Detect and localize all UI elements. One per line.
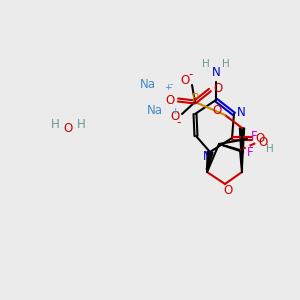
Text: H: H (202, 59, 210, 69)
Text: O: O (213, 82, 223, 94)
Text: F: F (247, 146, 253, 158)
Text: N: N (202, 149, 211, 163)
Text: O: O (224, 184, 232, 196)
Text: O: O (63, 122, 73, 134)
Text: P: P (191, 92, 199, 106)
Polygon shape (239, 128, 244, 172)
Text: O: O (258, 136, 268, 148)
Text: O: O (170, 110, 180, 124)
Text: Na: Na (147, 103, 163, 116)
Text: O: O (165, 94, 175, 106)
Text: F: F (251, 130, 257, 143)
Text: -: - (169, 80, 172, 89)
Text: O: O (180, 74, 190, 86)
Text: Na: Na (140, 79, 156, 92)
Text: O: O (212, 103, 222, 116)
Text: -: - (177, 116, 181, 130)
Text: +: + (171, 107, 179, 116)
Text: H: H (222, 59, 230, 69)
Text: H: H (266, 144, 274, 154)
Text: N: N (212, 65, 220, 79)
Text: N: N (237, 106, 245, 118)
Text: H: H (76, 118, 85, 131)
Polygon shape (207, 152, 213, 172)
Text: H: H (51, 118, 59, 131)
Text: +: + (164, 82, 172, 91)
Text: O: O (255, 131, 265, 145)
Text: -: - (189, 68, 193, 82)
